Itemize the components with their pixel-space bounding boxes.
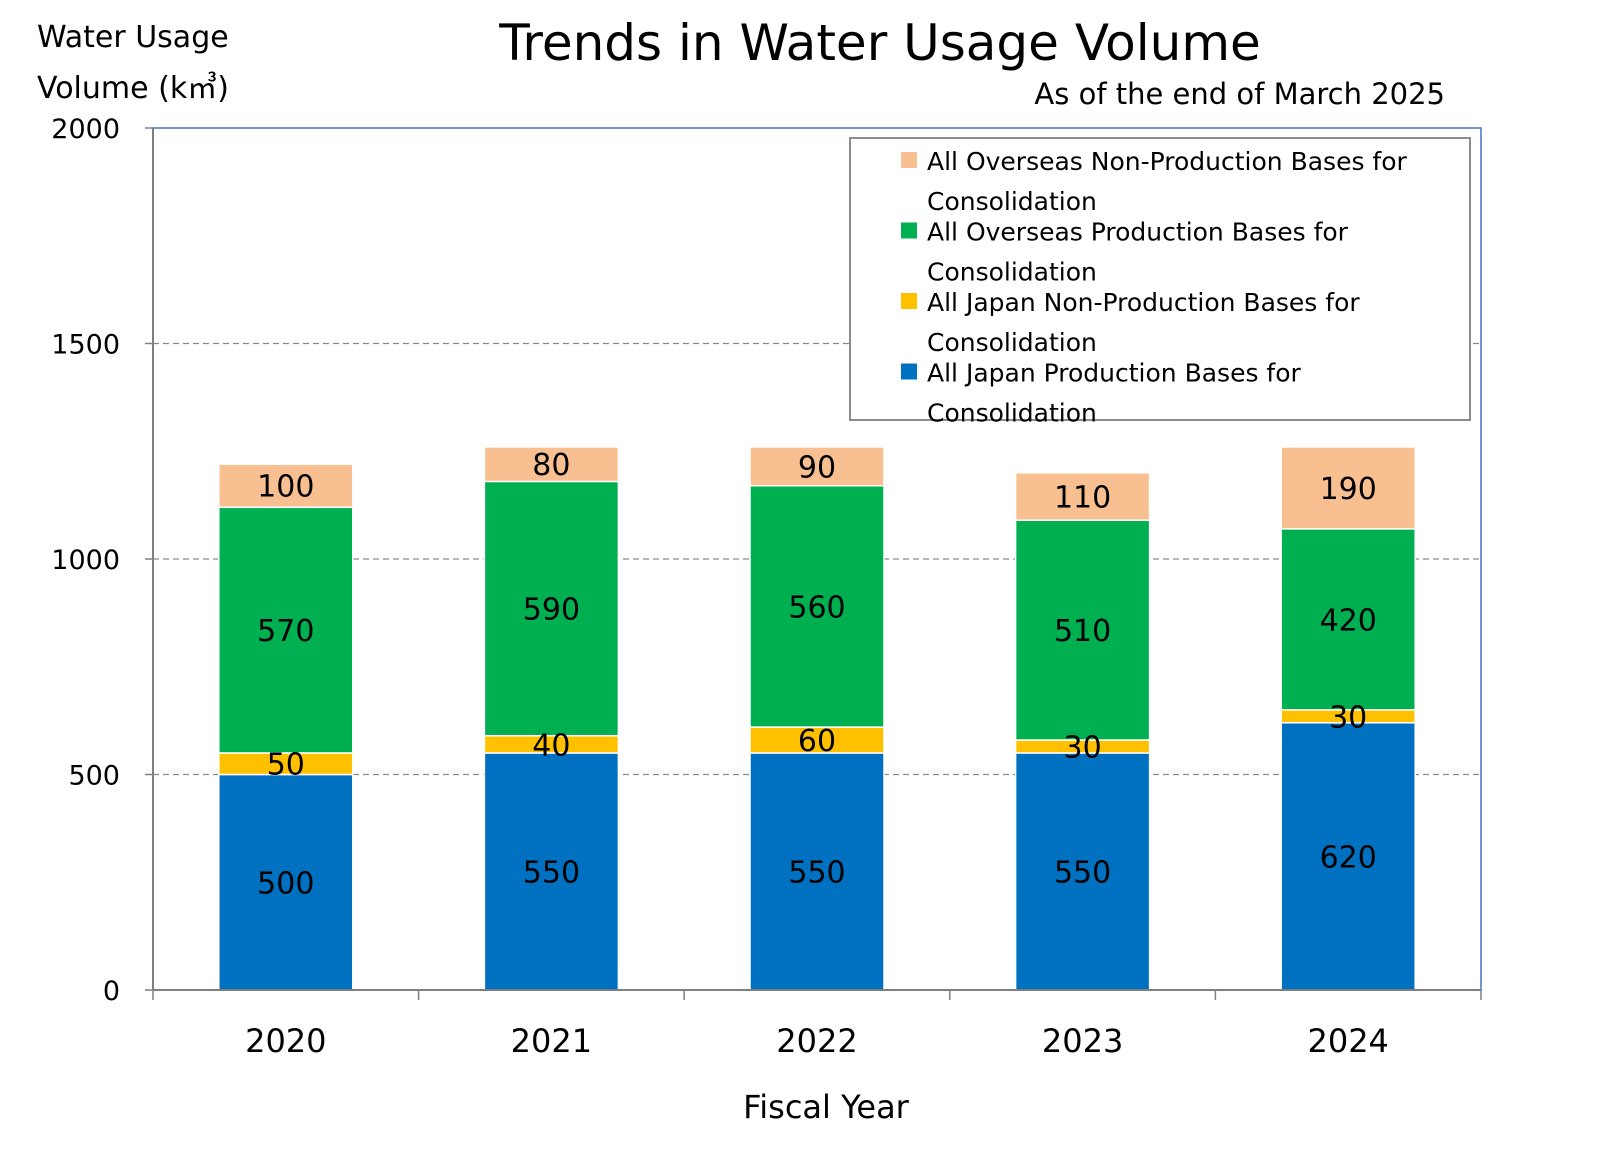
x-tick-label: 2023 [1042, 1022, 1123, 1060]
legend-label: All Japan Non-Production Bases for [927, 288, 1360, 317]
data-label: 500 [257, 866, 314, 901]
axes: 0 500 1000 1500 2000 2020 2021 2022 2023 2024 [51, 114, 1482, 1060]
bar-segment [218, 463, 354, 509]
x-axis-label: Fiscal Year [743, 1088, 910, 1126]
x-tick-label: 2020 [245, 1022, 326, 1060]
data-label: 30 [1064, 730, 1102, 765]
bar-segment [483, 752, 620, 991]
data-label: 40 [532, 728, 570, 763]
bar-segment [218, 773, 354, 991]
data-label: 550 [523, 855, 580, 890]
y-tick-label: 500 [68, 761, 120, 792]
y-axis-label-line1: Water Usage [37, 20, 229, 55]
data-labels: 500 50 570 100 550 40 590 80 550 60 560 90 550 30 510 1… [257, 448, 1377, 901]
data-label: 30 [1329, 700, 1367, 735]
bar-segment [749, 726, 885, 754]
legend-label: Consolidation [927, 258, 1097, 287]
legend: All Overseas Non-Production Bases for Con… [849, 137, 1471, 428]
y-axis-label-line2: Volume (k㎥) [37, 71, 229, 106]
chart-title: Trends in Water Usage Volume [498, 14, 1261, 72]
x-tick-label: 2022 [776, 1022, 857, 1060]
y-tick-label: 0 [103, 976, 120, 1007]
data-label: 570 [257, 614, 314, 649]
data-label: 80 [532, 448, 570, 483]
data-label: 90 [798, 450, 836, 485]
bar-segment [1014, 752, 1151, 991]
legend-box [849, 137, 1471, 421]
data-label: 510 [1054, 614, 1111, 649]
bar-segment [1280, 446, 1416, 530]
y-tick-label: 2000 [51, 114, 120, 145]
bar-segment [1280, 528, 1416, 711]
legend-swatch [901, 363, 917, 380]
bar-segment [749, 752, 885, 991]
bar-segment [218, 506, 354, 754]
legend-swatch [901, 293, 917, 309]
legend-label: All Overseas Non-Production Bases for [927, 147, 1408, 176]
data-label: 420 [1320, 603, 1377, 638]
data-label: 60 [798, 724, 836, 759]
data-label: 550 [788, 855, 845, 890]
legend-label: Consolidation [927, 187, 1097, 216]
data-label: 560 [788, 590, 845, 625]
bar-segment [749, 484, 885, 728]
bar-segment [483, 446, 620, 483]
bar-segment [1014, 472, 1151, 521]
legend-label: All Japan Production Bases for [927, 359, 1302, 388]
data-label: 190 [1320, 472, 1377, 507]
legend-label: Consolidation [927, 399, 1097, 428]
data-label: 620 [1320, 840, 1377, 875]
bar-segment [1280, 722, 1416, 991]
data-label: 110 [1054, 481, 1111, 516]
bar-segment [749, 446, 885, 487]
data-label: 550 [1054, 855, 1111, 890]
x-tick-label: 2024 [1307, 1022, 1388, 1060]
data-label: 590 [523, 593, 580, 628]
bar-segment [1014, 519, 1151, 741]
legend-swatch [901, 152, 917, 168]
y-tick-label: 1000 [51, 545, 120, 576]
x-tick-label: 2021 [511, 1022, 592, 1060]
data-label: 50 [267, 748, 305, 783]
legend-label: Consolidation [927, 328, 1097, 357]
legend-swatch [901, 222, 917, 239]
chart-subtitle: As of the end of March 2025 [1034, 77, 1445, 111]
y-tick-label: 1500 [51, 330, 120, 361]
bars [218, 446, 1416, 991]
data-label: 100 [257, 470, 314, 505]
legend-label: All Overseas Production Bases for [927, 218, 1349, 247]
